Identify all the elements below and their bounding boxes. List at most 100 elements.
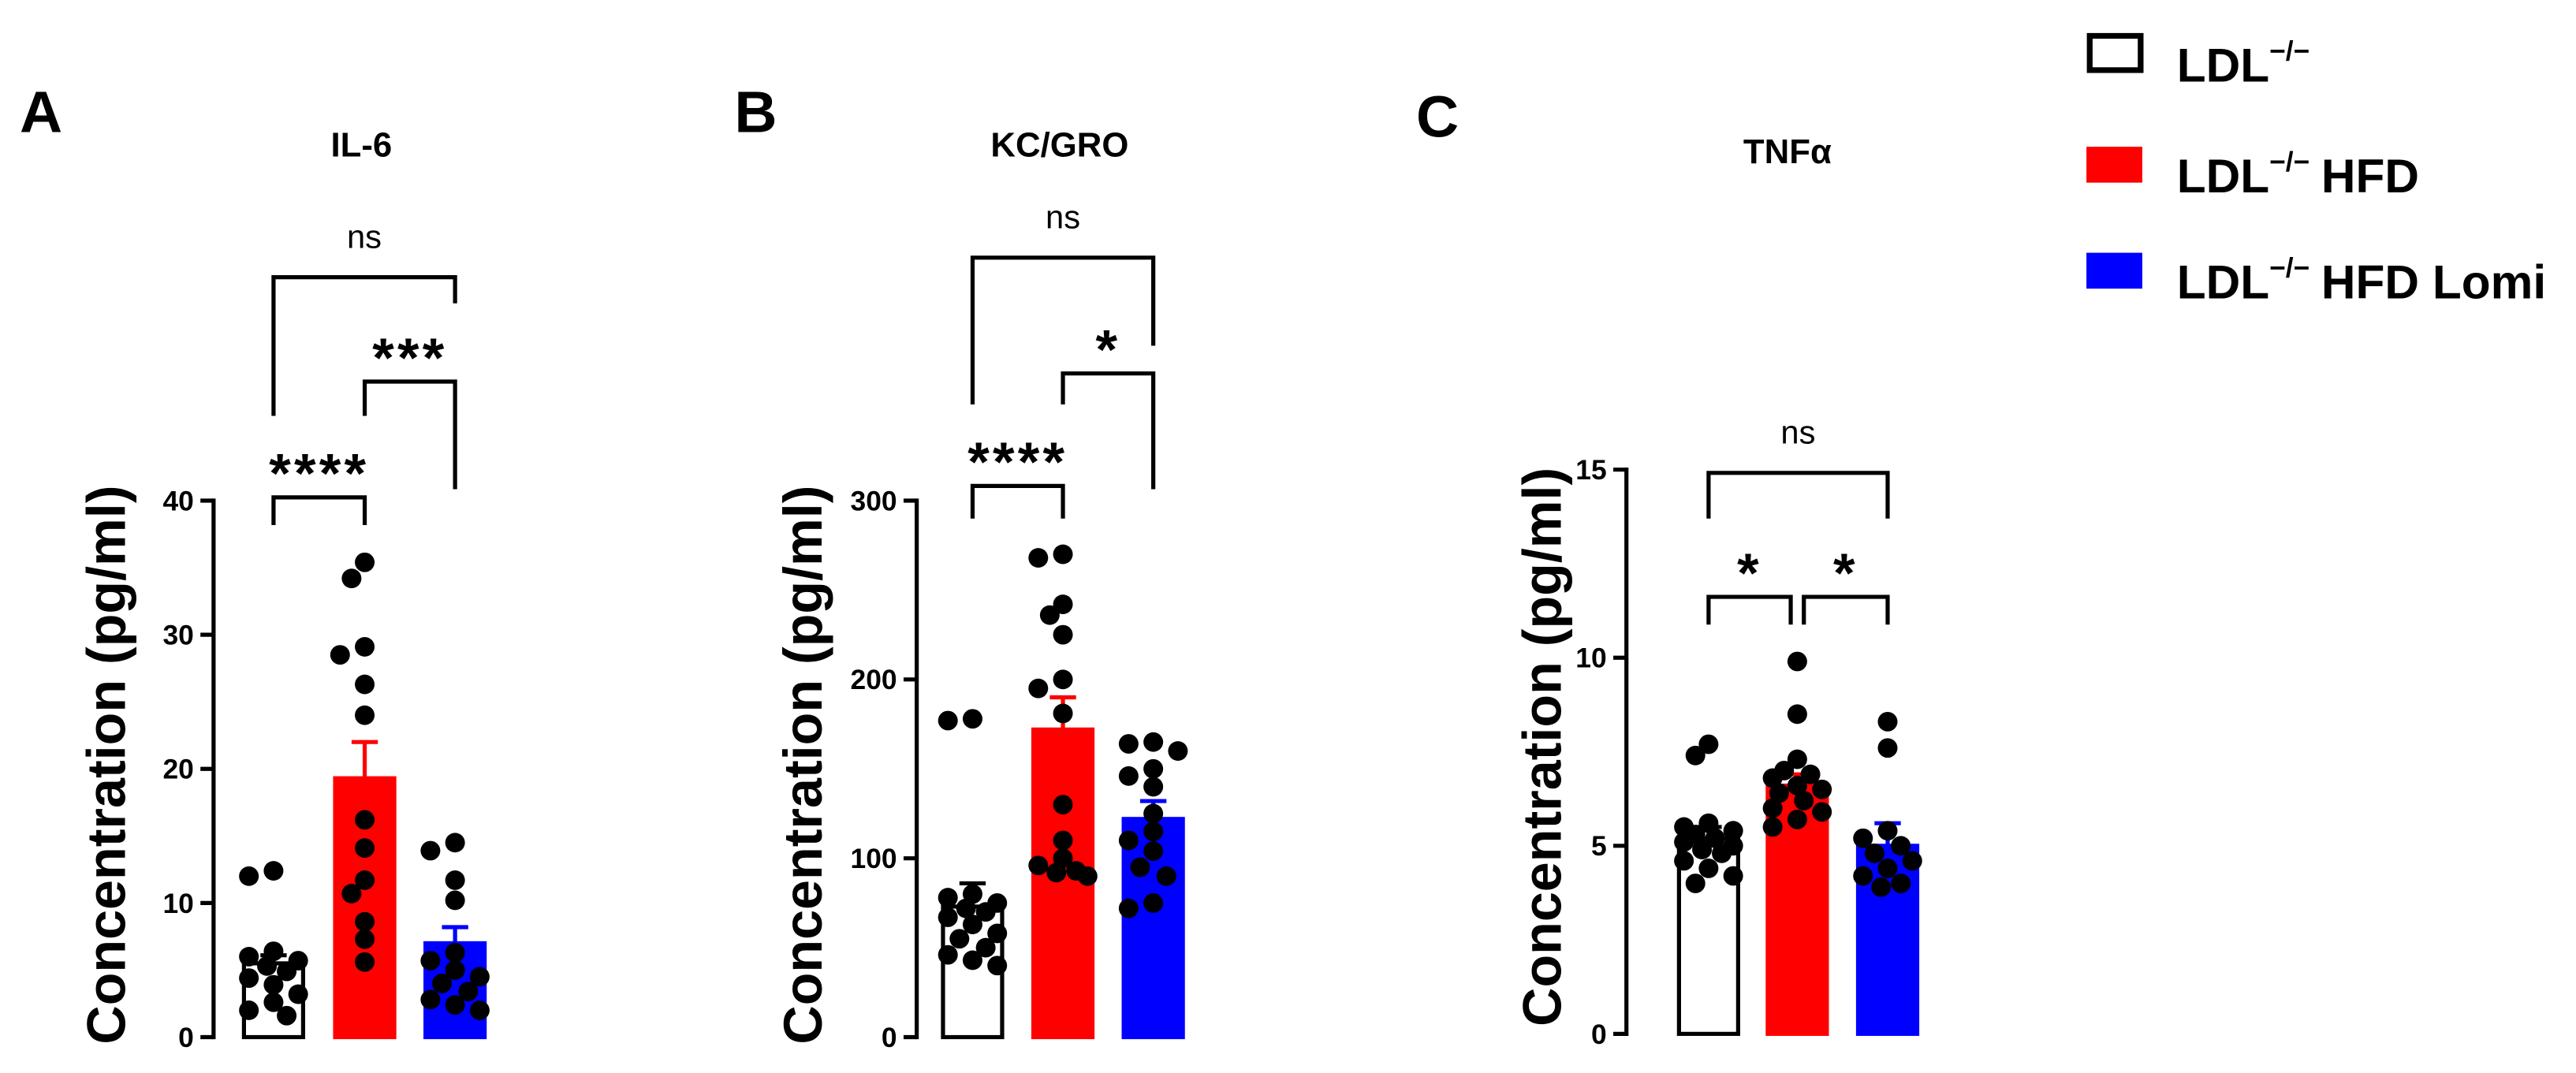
data-point <box>1028 678 1049 699</box>
significance-label: * <box>1833 542 1858 604</box>
data-point <box>1168 741 1188 761</box>
data-point <box>1787 704 1807 725</box>
data-point <box>431 974 452 993</box>
data-point <box>263 974 284 995</box>
data-point <box>1674 851 1694 871</box>
y-tick-label: 20 <box>162 754 193 785</box>
y-tick-label: 10 <box>162 889 193 919</box>
data-point <box>1800 764 1821 784</box>
data-point <box>1685 745 1706 766</box>
legend-label-suffix: HFD <box>2321 150 2419 203</box>
chart-title: IL-6 <box>330 127 392 165</box>
significance-bracket <box>1802 594 1890 625</box>
data-point <box>1685 874 1706 893</box>
panel-label: C <box>1416 84 1459 150</box>
data-point <box>1871 877 1892 897</box>
significance-comparison: * <box>1802 542 1890 625</box>
data-point <box>239 1000 259 1020</box>
data-point <box>1143 803 1164 824</box>
data-point <box>355 838 375 859</box>
data-point <box>257 956 278 976</box>
y-axis-label: Concentration (pg/ml) <box>76 486 136 1045</box>
series-ldl-hfd <box>330 552 397 1040</box>
y-tick-label: 40 <box>162 486 193 517</box>
series-ldl-hfd-lomi <box>1853 711 1922 1036</box>
data-point <box>962 950 982 971</box>
data-point <box>288 984 308 1004</box>
significance-bracket <box>970 483 1065 519</box>
data-point <box>1143 892 1164 913</box>
significance-label: ns <box>1780 414 1815 451</box>
y-axis: 0 5 10 15 <box>1575 455 1629 1050</box>
data-point <box>1877 859 1898 878</box>
legend-label-superscript: −/− <box>2269 36 2309 67</box>
y-tick-label: 0 <box>882 1023 897 1053</box>
data-point <box>1723 866 1743 886</box>
data-point <box>1723 821 1743 841</box>
significance-comparison: **** <box>967 430 1068 519</box>
data-point <box>355 952 375 972</box>
data-point <box>1853 828 1873 848</box>
data-point <box>355 552 375 572</box>
legend-label-base: LDL <box>2177 150 2269 203</box>
data-point <box>1762 798 1783 818</box>
data-point <box>962 709 982 729</box>
data-point <box>1156 866 1176 886</box>
panel-label: B <box>734 79 777 145</box>
data-point <box>1705 828 1725 848</box>
significance-comparison: **** <box>269 442 367 526</box>
data-point <box>277 961 297 982</box>
data-point <box>1853 866 1873 886</box>
data-point <box>330 645 350 665</box>
y-axis: 0 100 200 300 <box>851 486 919 1053</box>
data-point <box>1891 874 1911 893</box>
legend-swatch-ldl <box>2086 32 2144 73</box>
data-point <box>469 967 490 987</box>
data-point <box>445 833 465 853</box>
data-point <box>1698 813 1719 833</box>
data-point <box>975 902 996 922</box>
data-point <box>987 923 1008 944</box>
data-point <box>1143 841 1164 861</box>
data-point <box>1712 843 1732 863</box>
data-point <box>263 992 284 1012</box>
data-point <box>1053 795 1073 815</box>
panel-label: A <box>20 79 62 145</box>
panel-b: B KC/GRO Concentration (pg/ml) 0 100 200 300 ns… <box>734 79 1188 1053</box>
legend-label-superscript: −/− <box>2269 253 2309 284</box>
legend-label-ldl: LDL−/− <box>2177 36 2310 92</box>
y-tick-label: 100 <box>851 844 897 874</box>
chart-title: TNFα <box>1743 133 1832 171</box>
data-point <box>420 951 441 971</box>
error-bar <box>351 740 378 779</box>
data-point <box>239 866 259 886</box>
data-point <box>987 956 1008 976</box>
data-point <box>1674 832 1694 852</box>
data-point <box>1787 651 1807 672</box>
legend-label-ldl-hfd: LDL−/− HFD <box>2177 147 2419 203</box>
series-ldl <box>1674 734 1743 1036</box>
data-point <box>1762 768 1783 788</box>
data-point <box>458 982 479 1002</box>
significance-bracket <box>271 275 457 416</box>
significance-label: ns <box>1046 199 1080 236</box>
significance-bracket <box>362 379 457 490</box>
data-point <box>1118 734 1139 754</box>
data-point <box>1118 898 1139 918</box>
data-point <box>445 942 465 963</box>
data-point <box>1053 624 1073 645</box>
significance-comparison: ns <box>1706 414 1890 519</box>
y-axis-label: Concentration (pg/ml) <box>1512 468 1572 1026</box>
significance-label: **** <box>967 430 1068 493</box>
data-point <box>1864 843 1884 863</box>
data-point <box>1812 802 1832 822</box>
data-point <box>1877 711 1898 732</box>
data-point <box>355 929 375 949</box>
data-point <box>938 907 958 927</box>
legend-item-ldl-hfd: LDL−/− HFD <box>2086 147 2419 203</box>
data-point <box>1053 830 1073 851</box>
data-point <box>420 989 441 1010</box>
data-point <box>949 929 970 949</box>
data-point <box>1698 734 1719 754</box>
